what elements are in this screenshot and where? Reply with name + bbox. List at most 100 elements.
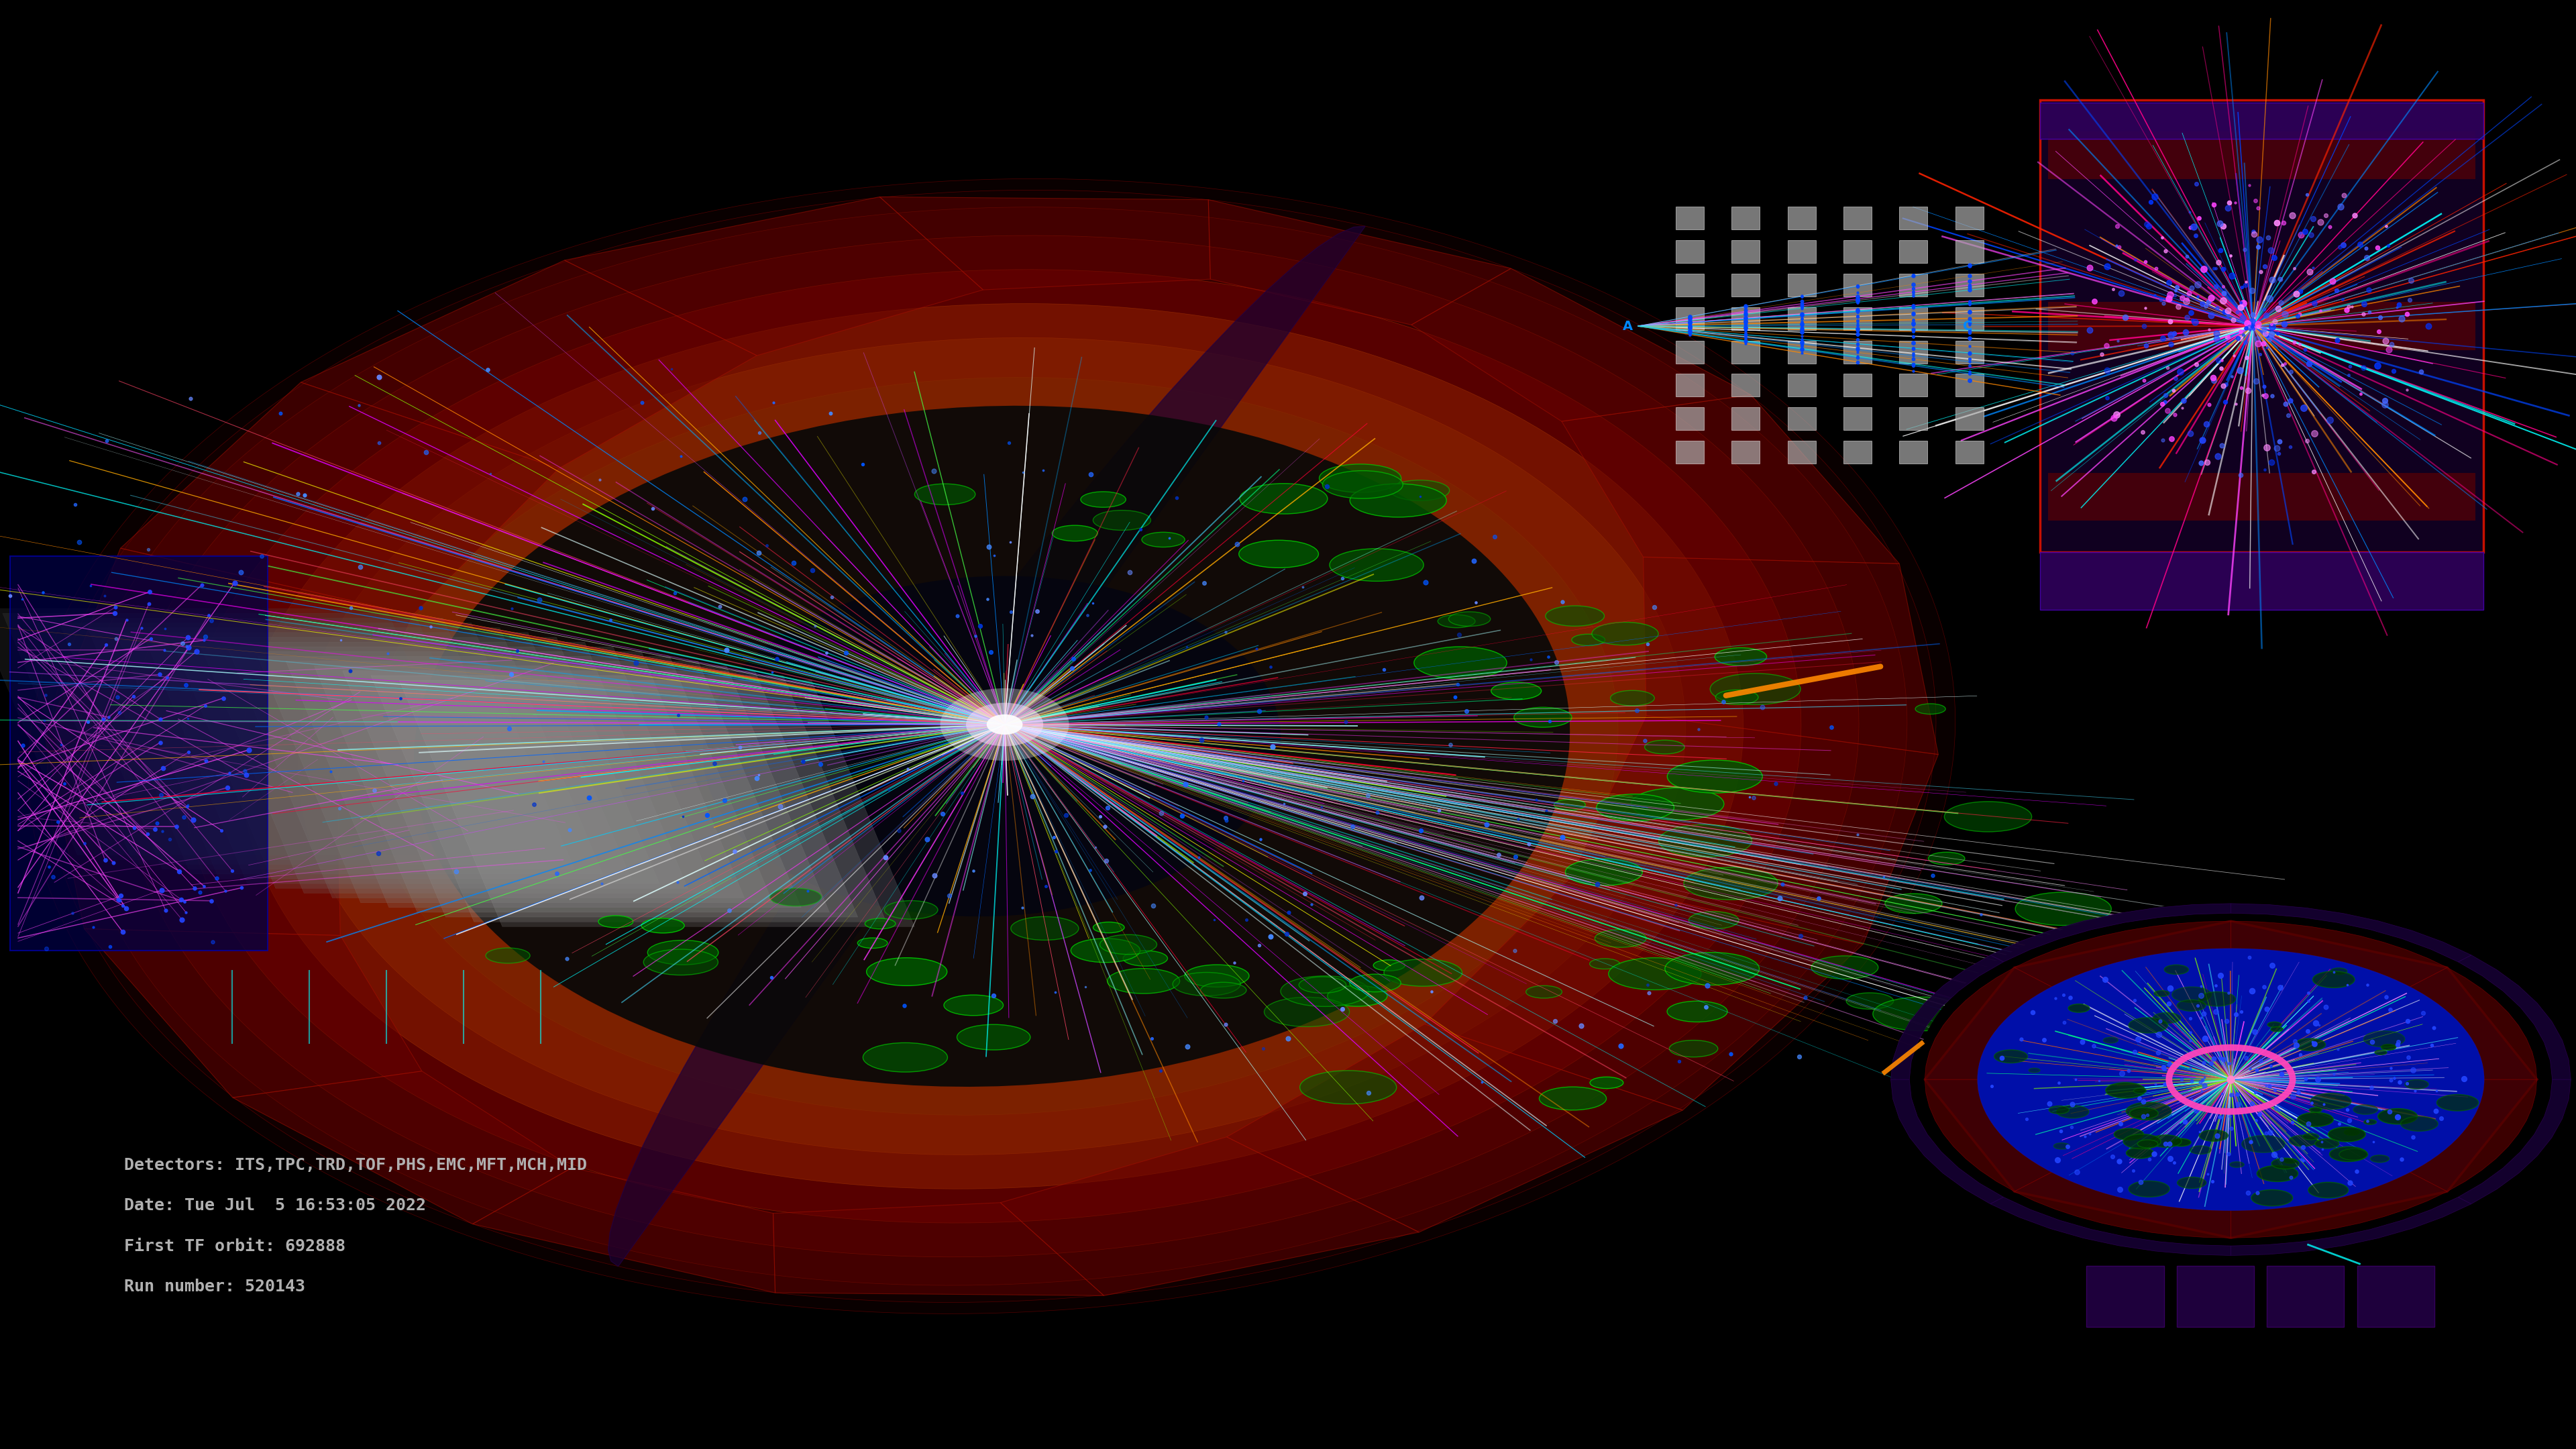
Text: First TF orbit: 692888: First TF orbit: 692888 (124, 1237, 345, 1255)
FancyBboxPatch shape (1844, 307, 1873, 330)
Ellipse shape (914, 484, 976, 504)
Ellipse shape (1492, 682, 1540, 700)
FancyBboxPatch shape (1955, 207, 1984, 229)
Ellipse shape (1092, 510, 1151, 530)
Ellipse shape (1141, 532, 1185, 548)
Ellipse shape (2329, 1146, 2367, 1162)
Ellipse shape (647, 940, 719, 965)
Ellipse shape (1319, 464, 1401, 493)
Ellipse shape (299, 338, 1685, 1155)
Ellipse shape (2172, 987, 2210, 1003)
Ellipse shape (2133, 1088, 2146, 1094)
FancyBboxPatch shape (1844, 374, 1873, 397)
Polygon shape (1924, 968, 2050, 1080)
Ellipse shape (1200, 982, 1247, 998)
Polygon shape (2458, 1080, 2571, 1204)
Ellipse shape (956, 1024, 1030, 1051)
FancyBboxPatch shape (1788, 241, 1816, 262)
Circle shape (940, 688, 1069, 761)
Ellipse shape (2365, 1030, 2406, 1048)
FancyBboxPatch shape (1788, 207, 1816, 229)
FancyBboxPatch shape (1899, 307, 1927, 330)
Ellipse shape (2200, 1130, 2228, 1142)
Ellipse shape (2370, 1155, 2388, 1162)
Polygon shape (1412, 268, 1752, 422)
Polygon shape (773, 1203, 1105, 1295)
Ellipse shape (1553, 800, 1584, 810)
Polygon shape (31, 619, 546, 865)
FancyBboxPatch shape (1731, 341, 1759, 364)
Ellipse shape (1239, 484, 1327, 514)
Ellipse shape (1327, 985, 1386, 1006)
Ellipse shape (2151, 1135, 2182, 1148)
FancyBboxPatch shape (1899, 374, 1927, 397)
FancyBboxPatch shape (1955, 440, 1984, 464)
Ellipse shape (2269, 1027, 2282, 1032)
Ellipse shape (2128, 1181, 2169, 1197)
Ellipse shape (884, 901, 938, 919)
Ellipse shape (2105, 1082, 2146, 1098)
Ellipse shape (1847, 993, 1893, 1009)
Ellipse shape (1373, 959, 1404, 971)
Polygon shape (173, 642, 688, 888)
Ellipse shape (770, 888, 822, 906)
Ellipse shape (1172, 972, 1242, 995)
Polygon shape (1208, 200, 1512, 325)
Ellipse shape (2267, 1022, 2282, 1027)
FancyBboxPatch shape (1899, 407, 1927, 430)
Polygon shape (2411, 1080, 2537, 1191)
Polygon shape (999, 1137, 1419, 1295)
FancyBboxPatch shape (1844, 274, 1873, 296)
Ellipse shape (1108, 968, 1180, 994)
Ellipse shape (183, 270, 1801, 1223)
Ellipse shape (2123, 1135, 2161, 1149)
Polygon shape (1425, 878, 1862, 1110)
Ellipse shape (2285, 1159, 2295, 1164)
Ellipse shape (1631, 788, 1723, 820)
FancyBboxPatch shape (1899, 341, 1927, 364)
FancyBboxPatch shape (2040, 103, 2483, 139)
FancyBboxPatch shape (1788, 440, 1816, 464)
FancyBboxPatch shape (1674, 407, 1705, 430)
FancyBboxPatch shape (1731, 274, 1759, 296)
FancyBboxPatch shape (1731, 241, 1759, 262)
Ellipse shape (2401, 1117, 2437, 1132)
Ellipse shape (1546, 606, 1605, 626)
Ellipse shape (1716, 648, 1767, 665)
FancyBboxPatch shape (2048, 301, 2476, 349)
FancyBboxPatch shape (1674, 207, 1705, 229)
Polygon shape (2231, 904, 2470, 962)
Ellipse shape (2329, 1127, 2365, 1142)
Ellipse shape (77, 207, 1906, 1285)
Polygon shape (201, 646, 716, 893)
Ellipse shape (1010, 917, 1079, 940)
FancyBboxPatch shape (2087, 1266, 2164, 1327)
Ellipse shape (2053, 1143, 2069, 1149)
Ellipse shape (1414, 646, 1507, 678)
Polygon shape (2231, 922, 2447, 987)
Ellipse shape (2177, 1177, 2205, 1188)
FancyBboxPatch shape (1674, 440, 1705, 464)
Polygon shape (1226, 1024, 1682, 1232)
Ellipse shape (2125, 1148, 2154, 1158)
Ellipse shape (2406, 1080, 2429, 1090)
Circle shape (966, 703, 1043, 746)
Ellipse shape (1595, 930, 1646, 948)
Ellipse shape (858, 938, 889, 948)
Ellipse shape (1298, 977, 1347, 993)
Ellipse shape (1664, 952, 1759, 985)
FancyBboxPatch shape (1955, 374, 1984, 397)
Ellipse shape (1051, 526, 1097, 540)
Ellipse shape (2130, 1107, 2159, 1119)
Ellipse shape (1092, 922, 1123, 933)
Ellipse shape (2303, 1133, 2318, 1140)
Polygon shape (2231, 1172, 2447, 1237)
Ellipse shape (1607, 958, 1700, 990)
Ellipse shape (1659, 824, 1752, 856)
Polygon shape (59, 623, 574, 869)
Polygon shape (1891, 955, 2004, 1080)
Ellipse shape (2308, 1182, 2349, 1198)
Ellipse shape (2154, 991, 2169, 997)
Polygon shape (286, 661, 801, 907)
FancyBboxPatch shape (2267, 1266, 2344, 1327)
